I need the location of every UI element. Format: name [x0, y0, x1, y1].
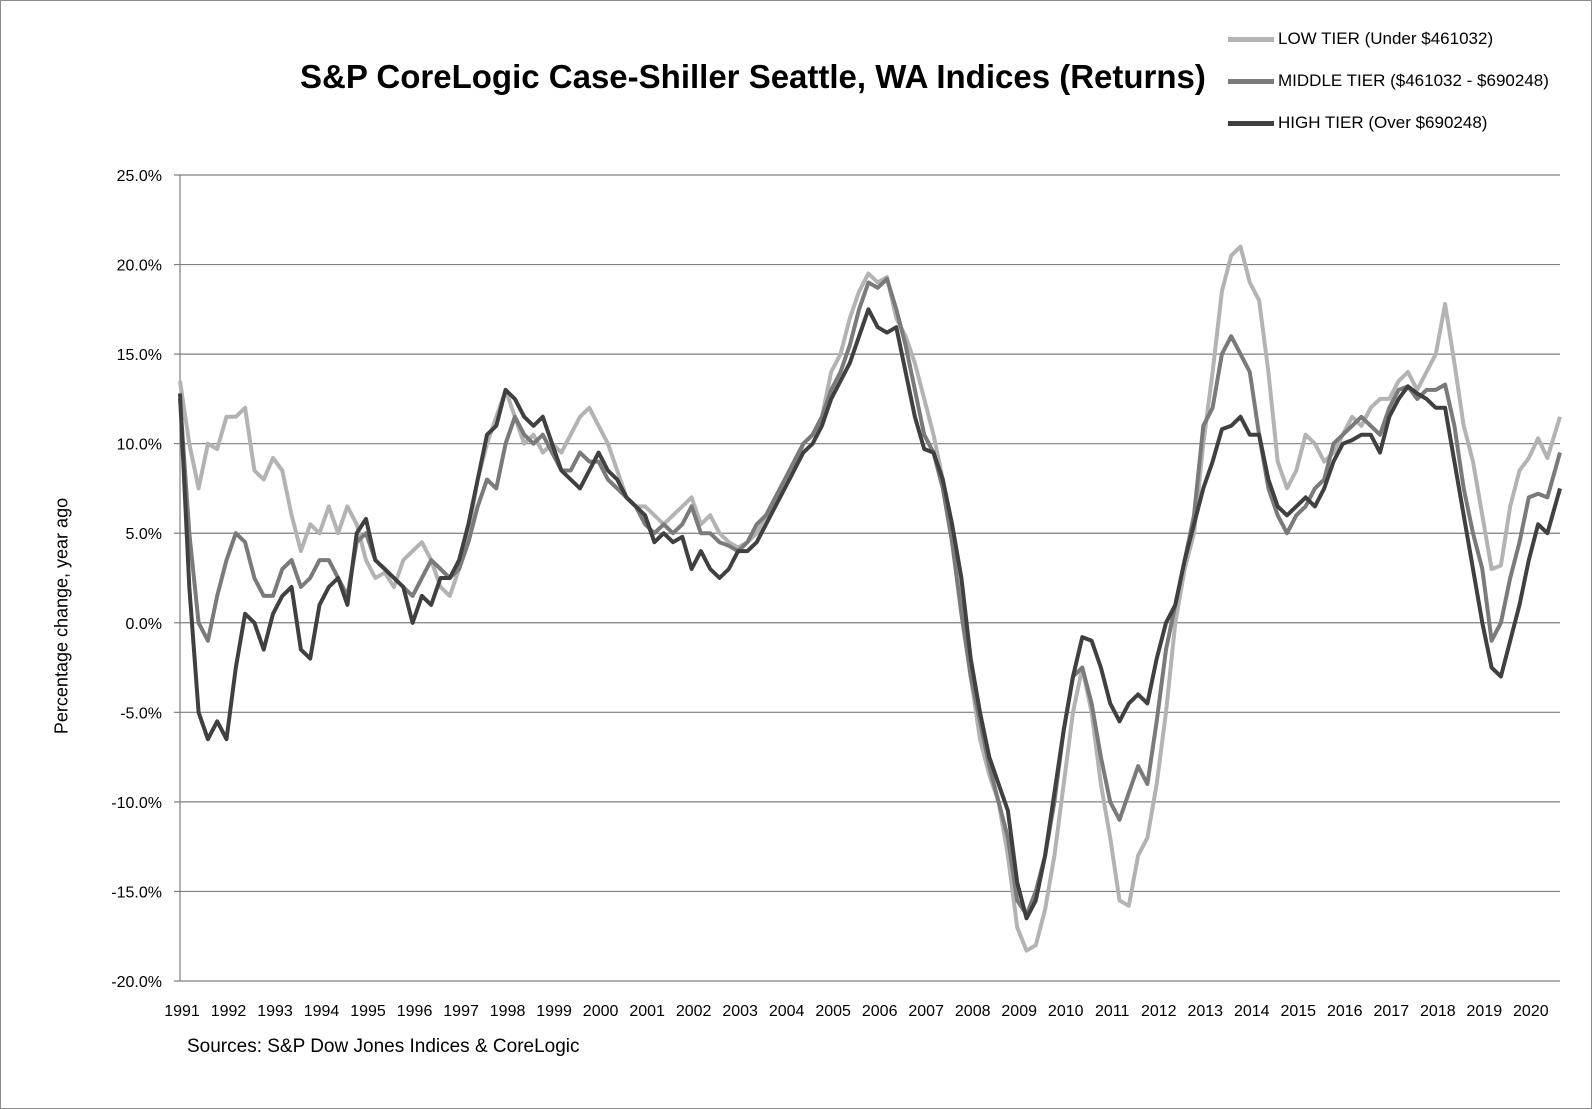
y-tick-labels: 25.0% 20.0% 15.0% 10.0% 5.0% 0.0% -5.0% -10.0% -…	[111, 168, 162, 991]
x-tick-label: 2020	[1513, 1003, 1549, 1020]
x-tick-label: 2012	[1141, 1003, 1177, 1020]
y-tick-label: 5.0%	[126, 526, 162, 543]
x-tick-label: 2006	[862, 1003, 898, 1020]
x-tick-label: 2010	[1048, 1003, 1084, 1020]
x-tick-label: 2009	[1001, 1003, 1037, 1020]
x-tick-label: 1993	[257, 1003, 293, 1020]
y-tick-label: 25.0%	[117, 168, 162, 185]
x-tick-label: 1997	[443, 1003, 479, 1020]
x-tick-label: 1991	[164, 1003, 200, 1020]
chart-title: S&P CoreLogic Case-Shiller Seattle, WA I…	[300, 58, 1206, 95]
x-tick-label: 2018	[1420, 1003, 1456, 1020]
x-tick-label: 2015	[1280, 1003, 1316, 1020]
y-tick-label: 0.0%	[126, 616, 162, 633]
legend-swatch-middle-tier	[1228, 78, 1274, 84]
x-tick-labels: 1991 1992 1993 1994 1995 1996 1997 1998 1999 2000…	[164, 1003, 1549, 1020]
x-tick-label: 2008	[955, 1003, 991, 1020]
y-tick-label: 10.0%	[117, 437, 162, 454]
legend-label-middle-tier: MIDDLE TIER ($461032 - $690248)	[1278, 71, 1549, 90]
y-tick-label: -5.0%	[120, 705, 162, 722]
legend-swatch-high-tier	[1228, 120, 1274, 126]
x-tick-label: 2011	[1095, 1003, 1130, 1020]
x-tick-label: 1994	[304, 1003, 340, 1020]
middle-tier-line	[178, 276, 1562, 917]
gridlines	[174, 174, 1560, 982]
x-tick-label: 2017	[1374, 1003, 1410, 1020]
x-tick-label: 2004	[769, 1003, 805, 1020]
x-tick-label: 2001	[629, 1003, 665, 1020]
y-tick-label: 20.0%	[117, 258, 162, 275]
series-lines	[178, 244, 1562, 953]
y-tick-label: -15.0%	[111, 884, 162, 901]
x-tick-label: 2016	[1327, 1003, 1363, 1020]
x-tick-label: 2014	[1234, 1003, 1270, 1020]
legend-label-low-tier: LOW TIER (Under $461032)	[1278, 29, 1494, 48]
x-tick-label: 2013	[1187, 1003, 1223, 1020]
y-tick-label: -10.0%	[111, 795, 162, 812]
source-note: Sources: S&P Dow Jones Indices & CoreLog…	[187, 1036, 580, 1057]
x-tick-label: 2003	[722, 1003, 758, 1020]
legend-swatch-low-tier	[1228, 36, 1274, 42]
x-tick-label: 2007	[908, 1003, 944, 1020]
high-tier-line	[178, 307, 1562, 921]
y-tick-label: 15.0%	[117, 347, 162, 364]
legend-label-high-tier: HIGH TIER (Over $690248)	[1278, 113, 1488, 132]
legend: LOW TIER (Under $461032) MIDDLE TIER ($4…	[1228, 18, 1549, 144]
x-tick-label: 2000	[583, 1003, 619, 1020]
y-tick-label: -20.0%	[111, 974, 162, 991]
low-tier-line	[178, 244, 1562, 953]
x-tick-label: 1996	[397, 1003, 433, 1020]
x-tick-label: 1999	[536, 1003, 572, 1020]
x-tick-label: 1992	[211, 1003, 247, 1020]
x-tick-label: 1998	[490, 1003, 526, 1020]
x-tick-label: 1995	[350, 1003, 386, 1020]
legend-item-high-tier: HIGH TIER (Over $690248)	[1228, 102, 1549, 144]
x-tick-label: 2019	[1467, 1003, 1503, 1020]
legend-item-middle-tier: MIDDLE TIER ($461032 - $690248)	[1228, 60, 1549, 102]
x-tick-label: 2005	[815, 1003, 851, 1020]
x-tick-label: 2002	[676, 1003, 712, 1020]
legend-item-low-tier: LOW TIER (Under $461032)	[1228, 18, 1549, 60]
